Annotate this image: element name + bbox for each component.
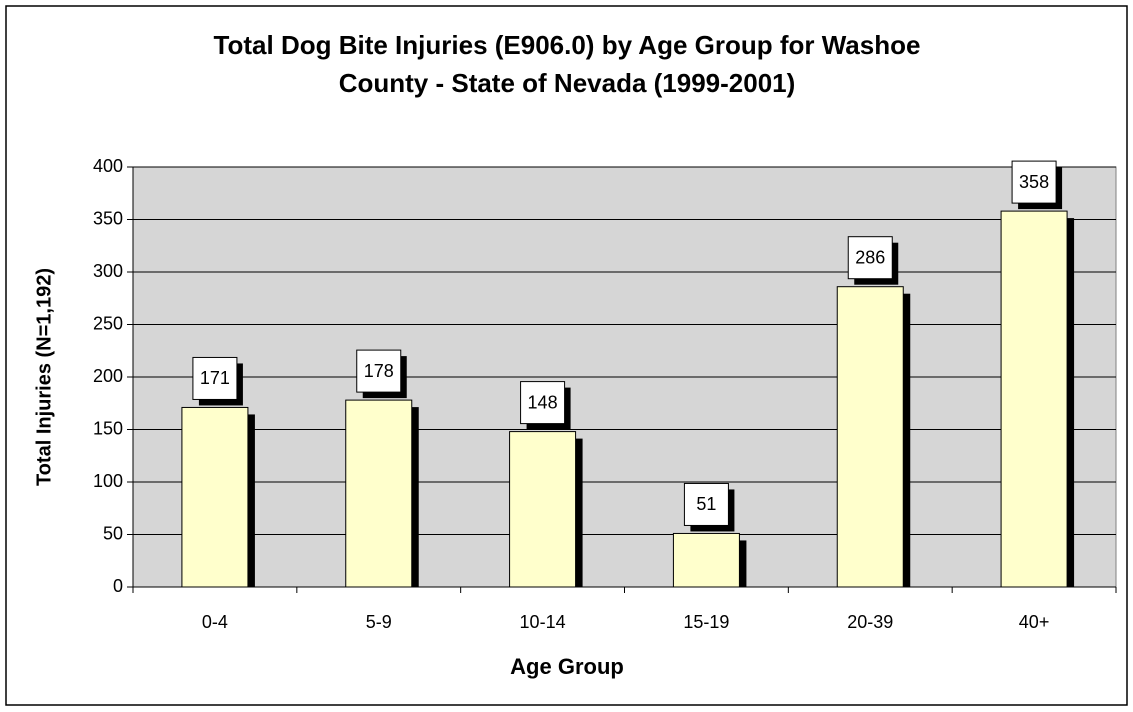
bar (509, 431, 577, 588)
x-tick-label: 5-9 (366, 612, 392, 632)
y-tick-label: 150 (93, 418, 123, 438)
y-tick-label: 350 (93, 208, 123, 228)
y-tick-label: 400 (93, 156, 123, 176)
x-tick-label: 0-4 (202, 612, 228, 632)
x-tick-label: 40+ (1019, 612, 1050, 632)
x-axis-label: Age Group (510, 654, 624, 679)
data-label: 286 (855, 247, 885, 267)
y-tick-label: 0 (113, 576, 123, 596)
bar (672, 532, 740, 588)
bar (1000, 210, 1068, 588)
x-tick-label: 10-14 (520, 612, 566, 632)
y-tick-label: 250 (93, 313, 123, 333)
bar (836, 286, 904, 588)
data-label: 171 (200, 368, 230, 388)
label-box (1011, 160, 1057, 204)
y-tick-label: 300 (93, 261, 123, 281)
chart-title: Total Dog Bite Injuries (E906.0) by Age … (213, 30, 921, 98)
data-label: 358 (1019, 172, 1049, 192)
label-box (356, 349, 402, 393)
label-box (192, 356, 238, 400)
bar (345, 399, 413, 588)
label-box (683, 482, 729, 526)
data-label: 178 (364, 361, 394, 381)
label-box (847, 236, 893, 280)
y-tick-label: 50 (103, 523, 123, 543)
data-label: 148 (528, 392, 558, 412)
y-axis-label: Total Injuries (N=1,192) (33, 268, 55, 486)
x-tick-label: 15-19 (683, 612, 729, 632)
y-tick-label: 100 (93, 471, 123, 491)
x-tick-label: 20-39 (847, 612, 893, 632)
data-label: 51 (696, 494, 716, 514)
bar (181, 406, 249, 588)
label-box (520, 381, 566, 425)
y-tick-label: 200 (93, 366, 123, 386)
